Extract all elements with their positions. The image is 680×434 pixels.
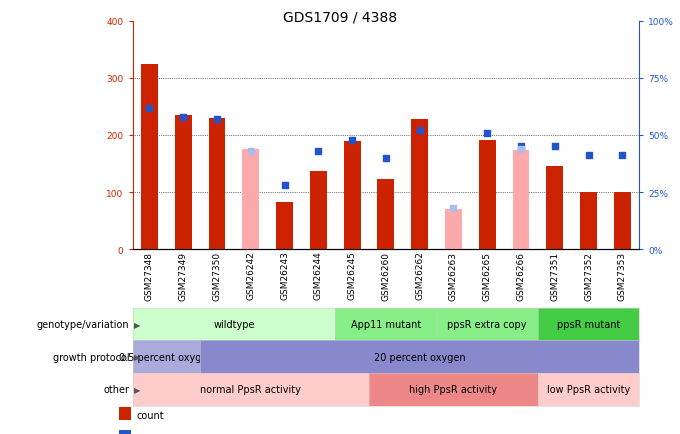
Bar [141, 64, 158, 250]
Bar [580, 193, 597, 250]
Text: 20 percent oxygen: 20 percent oxygen [374, 352, 466, 362]
Text: App11 mutant: App11 mutant [351, 319, 421, 329]
Text: wildtype: wildtype [213, 319, 255, 329]
Bar [513, 151, 530, 250]
Point [617, 153, 628, 160]
Point [211, 116, 222, 123]
Bar [411, 120, 428, 250]
Bar [343, 141, 360, 250]
Point [515, 144, 526, 151]
Point [144, 105, 155, 112]
Bar [175, 116, 192, 250]
Text: ppsR mutant: ppsR mutant [557, 319, 620, 329]
Bar [276, 202, 293, 250]
Text: high PpsR activity: high PpsR activity [409, 385, 498, 395]
Point [347, 137, 358, 144]
Point [414, 128, 425, 135]
Text: growth protocol: growth protocol [52, 352, 129, 362]
Point [279, 182, 290, 189]
Text: ▶: ▶ [134, 352, 141, 362]
Text: percentile rank within the sample: percentile rank within the sample [137, 433, 302, 434]
Text: ppsR extra copy: ppsR extra copy [447, 319, 527, 329]
Bar [614, 193, 631, 250]
Text: ▶: ▶ [134, 385, 141, 394]
Text: other: other [103, 385, 129, 395]
Point [177, 114, 188, 121]
Point [448, 205, 459, 212]
Bar [209, 118, 226, 250]
Text: GDS1709 / 4388: GDS1709 / 4388 [283, 11, 397, 25]
Bar [479, 140, 496, 250]
Bar [546, 167, 563, 250]
Bar [377, 180, 394, 250]
Point [549, 144, 560, 151]
Point [245, 148, 256, 155]
Text: count: count [137, 410, 165, 420]
Point [313, 148, 324, 155]
Point [381, 155, 392, 162]
Point [515, 146, 526, 153]
Point [481, 130, 492, 137]
Text: ▶: ▶ [134, 320, 141, 329]
Text: 0.5 percent oxygen: 0.5 percent oxygen [119, 352, 214, 362]
Text: genotype/variation: genotype/variation [37, 319, 129, 329]
Bar [445, 210, 462, 250]
Bar [310, 171, 327, 250]
Point [583, 153, 594, 160]
Text: low PpsR activity: low PpsR activity [547, 385, 630, 395]
Bar [242, 150, 259, 250]
Text: normal PpsR activity: normal PpsR activity [201, 385, 301, 395]
